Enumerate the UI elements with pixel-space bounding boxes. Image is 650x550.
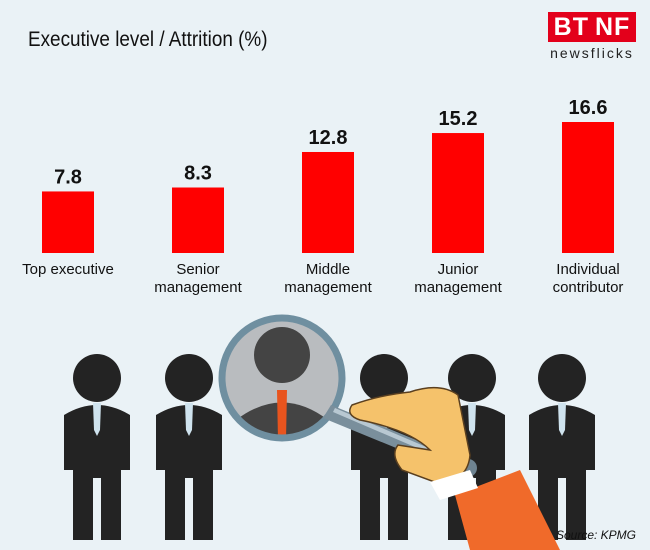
category-label: Middle [306, 261, 350, 278]
brand-logo: BT NF newsflicks [548, 12, 636, 62]
value-label: 8.3 [184, 163, 212, 185]
bar-series [42, 122, 614, 253]
hand-icon [349, 386, 560, 550]
category-label: management [154, 279, 242, 296]
person-icon [64, 354, 130, 540]
bar-middle-management [302, 151, 354, 253]
bar-individual-contributor [562, 122, 614, 253]
bar-top-executive [42, 191, 94, 253]
category-label: management [284, 279, 372, 296]
source-note: Source: KPMG [555, 528, 636, 542]
bar-senior-management [172, 187, 224, 253]
people-illustration [64, 314, 595, 550]
person-icon [529, 354, 595, 540]
category-label: management [414, 279, 502, 296]
category-label: Junior [438, 261, 479, 278]
value-label: 7.8 [54, 166, 82, 188]
logo-tagline: newsflicks [550, 45, 634, 61]
category-label: contributor [553, 279, 624, 296]
value-labels: 7.8 8.3 12.8 15.2 16.6 [54, 97, 607, 188]
person-icon [156, 354, 222, 540]
value-label: 12.8 [309, 127, 348, 149]
category-label: Individual [556, 261, 619, 278]
category-label: Top executive [22, 261, 114, 278]
category-labels: Top executive SeniormanagementMiddlemanag… [22, 261, 623, 296]
bar-junior-management [432, 133, 484, 253]
value-label: 15.2 [439, 108, 478, 130]
chart-title: Executive level / Attrition (%) [28, 28, 268, 51]
value-label: 16.6 [569, 97, 608, 119]
category-label: Senior [176, 261, 219, 278]
logo-mark: BT NF [548, 12, 636, 42]
